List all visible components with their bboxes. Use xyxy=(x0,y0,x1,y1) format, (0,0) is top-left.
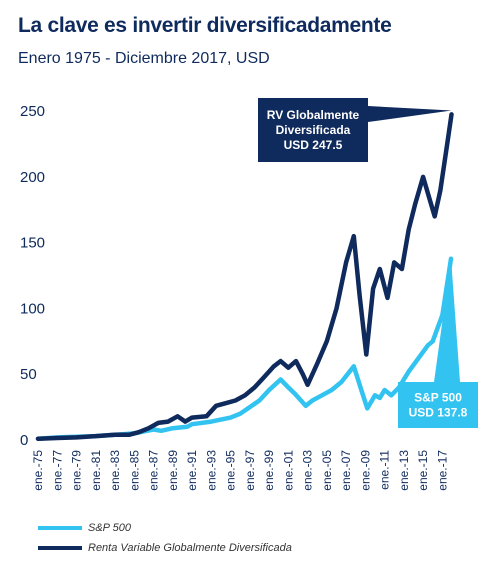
y-tick-label: 0 xyxy=(20,432,28,449)
series-line-global xyxy=(35,112,454,441)
x-tick-label: ene.-85 xyxy=(127,450,141,491)
callout-text: USD 137.8 xyxy=(409,406,468,420)
chart-subtitle: Enero 1975 - Diciembre 2017, USD xyxy=(18,50,270,67)
legend: S&P 500 Renta Variable Globalmente Diver… xyxy=(38,518,292,558)
x-tick-label: ene.-81 xyxy=(89,450,103,491)
x-tick-label: ene.-79 xyxy=(70,450,84,491)
y-tick-label: 100 xyxy=(20,300,45,317)
legend-item-sp500: S&P 500 xyxy=(38,518,292,538)
legend-swatch-global xyxy=(38,546,82,550)
callout-text: S&P 500 xyxy=(414,391,462,405)
callout-text: USD 247.5 xyxy=(284,138,343,152)
x-tick-label: ene.-77 xyxy=(50,450,64,491)
x-tick-label: ene.-03 xyxy=(301,450,315,491)
legend-label-sp500: S&P 500 xyxy=(88,522,132,534)
x-tick-label: ene.-05 xyxy=(320,450,334,491)
x-tick-label: ene.-15 xyxy=(416,450,430,491)
x-tick-label: ene.-75 xyxy=(31,450,45,491)
x-tick-label: ene.-97 xyxy=(243,450,257,491)
callout-text: RV Globalmente xyxy=(267,108,360,122)
callout-box xyxy=(398,382,478,428)
callout-text: Diversificada xyxy=(276,123,351,137)
x-tick-label: ene.-99 xyxy=(262,450,276,491)
x-tick-label: ene.-09 xyxy=(358,450,372,491)
x-tick-label: ene.-87 xyxy=(147,450,161,491)
y-tick-label: 200 xyxy=(20,169,45,186)
y-tick-label: 50 xyxy=(20,366,37,383)
y-axis: 0 50 100 150 200 250 xyxy=(20,103,45,449)
series-layer xyxy=(35,112,454,441)
x-tick-label: ene.-07 xyxy=(339,450,353,491)
x-tick-label: ene.-01 xyxy=(281,450,295,491)
x-tick-label: ene.-95 xyxy=(224,450,238,491)
x-tick-label: ene.-11 xyxy=(378,450,392,490)
x-axis: ene.-75 ene.-77 ene.-79 ene.-81 ene.-83 ene.-… xyxy=(31,450,449,491)
legend-label-global: Renta Variable Globalmente Diversificada xyxy=(88,542,292,554)
chart-title: La clave es invertir diversificadamente xyxy=(18,14,392,37)
x-tick-label: ene.-83 xyxy=(108,450,122,491)
legend-item-global: Renta Variable Globalmente Diversificada xyxy=(38,538,292,558)
x-tick-label: ene.-91 xyxy=(185,450,199,491)
x-tick-label: ene.-13 xyxy=(397,450,411,491)
callout-box xyxy=(258,98,368,162)
y-tick-label: 250 xyxy=(20,103,45,120)
x-tick-label: ene.-93 xyxy=(204,450,218,491)
legend-swatch-sp500 xyxy=(38,526,82,530)
callout-pointer xyxy=(368,106,452,122)
x-tick-label: ene.-89 xyxy=(166,450,180,491)
x-tick-label: ene.-17 xyxy=(435,450,449,491)
callout-pointer xyxy=(434,258,460,382)
y-tick-label: 150 xyxy=(20,235,45,252)
